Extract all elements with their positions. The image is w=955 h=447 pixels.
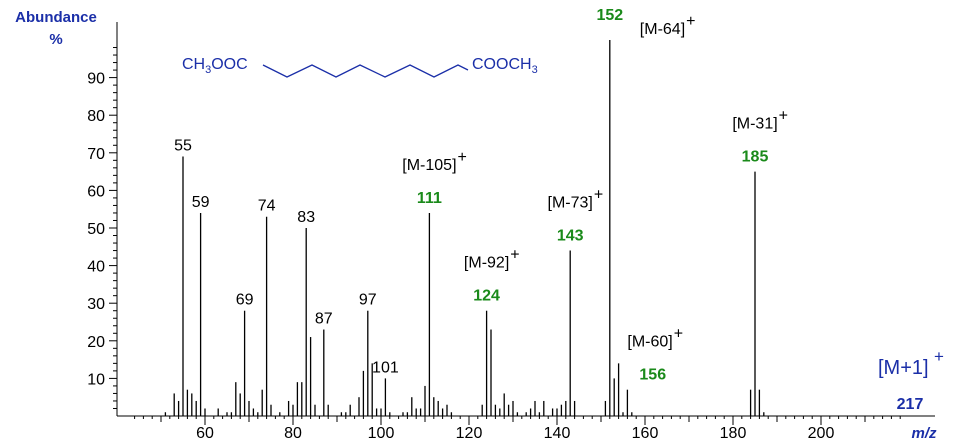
x-tick-label: 180: [720, 425, 747, 442]
y-tick-label: 60: [87, 183, 105, 200]
spectrum-peaks: [164, 40, 765, 416]
x-tick-label: 140: [544, 425, 571, 442]
fragment-mass-124: 124: [473, 288, 500, 305]
peak-label-59: 59: [192, 194, 210, 211]
y-tick-label: 90: [87, 71, 105, 88]
molecular-ion-label: [M+1]: [878, 357, 929, 379]
fragment-ion-111: [M-105]: [402, 157, 456, 174]
molecular-ion-charge: +: [934, 347, 944, 366]
fragment-ion-185: [M-31]: [732, 116, 777, 133]
x-axis-ticks: 60 80 100 120 140 160 180 200: [134, 416, 901, 442]
molecular-structure: CH3OOC COOCH3: [182, 56, 538, 78]
y-tick-label: 50: [87, 221, 105, 238]
y-tick-label: 80: [87, 108, 105, 125]
peak-label-74: 74: [258, 198, 276, 215]
fragment-mass-152: 152: [596, 7, 623, 24]
x-tick-label: 200: [808, 425, 835, 442]
y-tick-label: 20: [87, 334, 105, 351]
peak-label-87: 87: [315, 311, 333, 328]
peak-label-101: 101: [372, 359, 399, 376]
y-axis-unit: %: [49, 31, 62, 48]
y-axis-title: Abundance: [15, 9, 97, 26]
x-tick-label: 160: [632, 425, 659, 442]
x-tick-label: 100: [368, 425, 395, 442]
y-axis-ticks: 10 20 30 40 50 60 70 80 90: [87, 47, 117, 409]
fragment-ion-156: [M-60]: [627, 334, 672, 351]
peak-label-55: 55: [174, 138, 192, 155]
structure-chain: [262, 64, 469, 78]
fragment-charge-156: +: [674, 326, 683, 343]
fragment-ion-152: [M-64]: [640, 21, 685, 38]
y-tick-label: 10: [87, 371, 105, 388]
peak-labels: 55 59 69 74 83 87 97 101: [174, 138, 399, 377]
peak-label-97: 97: [359, 292, 377, 309]
molecular-ion-mz: 217: [897, 396, 924, 413]
molecular-ion-annotation: [M+1] + 217: [878, 347, 944, 413]
fragment-charge-152: +: [686, 13, 695, 30]
fragment-mass-143: 143: [557, 228, 584, 245]
fragment-mass-185: 185: [742, 149, 769, 166]
x-tick-label: 120: [456, 425, 483, 442]
y-tick-label: 40: [87, 259, 105, 276]
fragment-charge-111: +: [458, 149, 467, 166]
fragment-ion-143: [M-73]: [548, 195, 593, 212]
x-tick-label: 80: [284, 425, 302, 442]
x-tick-label: 60: [196, 425, 214, 442]
structure-left-group: CH3OOC: [182, 56, 248, 76]
y-tick-label: 30: [87, 296, 105, 313]
fragment-charge-185: +: [779, 108, 788, 125]
peak-label-83: 83: [297, 209, 315, 226]
structure-right-group: COOCH3: [472, 56, 538, 76]
fragment-mass-111: 111: [417, 190, 442, 207]
fragment-charge-124: +: [510, 247, 519, 264]
x-axis-title: m/z: [911, 425, 937, 442]
y-tick-label: 70: [87, 146, 105, 163]
fragment-mass-156: 156: [639, 367, 666, 384]
peak-label-69: 69: [236, 292, 254, 309]
fragment-charge-143: +: [594, 187, 603, 204]
fragment-labels: 111[M-105] +124[M-92] +143[M-73] +152[M-64]…: [402, 7, 788, 384]
fragment-ion-124: [M-92]: [464, 255, 509, 272]
